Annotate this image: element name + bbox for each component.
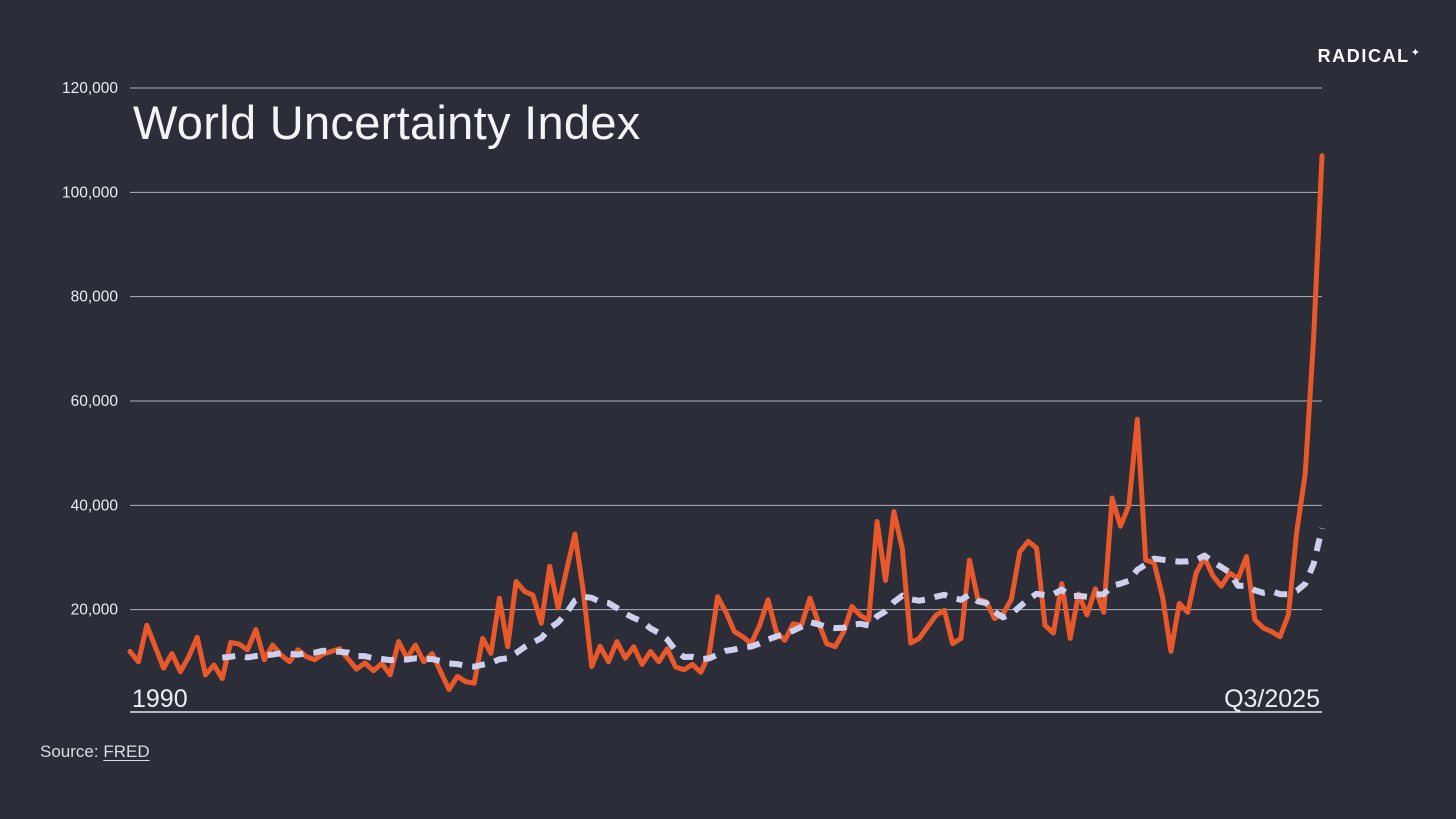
chart-title: World Uncertainty Index (133, 96, 641, 149)
y-tick-label-60000: 60,000 (71, 393, 119, 410)
source-prefix: Source: (40, 742, 99, 761)
series-trend-line (222, 527, 1325, 670)
source-caption: Source: FRED (40, 742, 150, 762)
y-tick-label-80000: 80,000 (71, 289, 119, 306)
y-tick-label-120000: 120,000 (62, 80, 118, 97)
x-axis-label-end: Q3/2025 (1224, 685, 1320, 713)
brand-name: RADICAL (1317, 46, 1410, 66)
y-tick-label-40000: 40,000 (71, 497, 119, 514)
y-tick-label-100000: 100,000 (62, 184, 118, 201)
series-index-line (127, 153, 1325, 692)
source-link-fred[interactable]: FRED (103, 742, 150, 761)
brand-logo: RADICAL✦ (1318, 46, 1420, 67)
y-tick-label-20000: 20,000 (71, 602, 119, 619)
x-axis-label-start: 1990 (132, 685, 188, 713)
brand-spark-icon: ✦ (1410, 47, 1420, 59)
